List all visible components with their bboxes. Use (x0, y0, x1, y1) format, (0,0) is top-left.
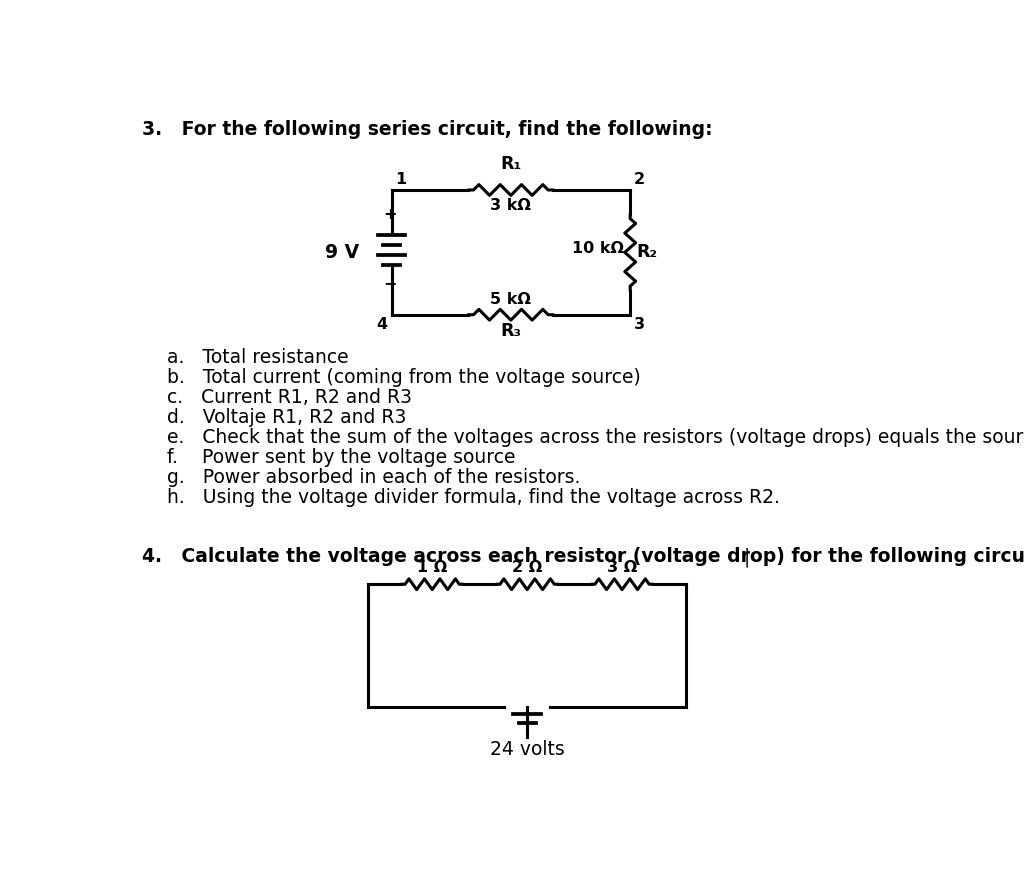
Text: b.   Total current (coming from the voltage source): b. Total current (coming from the voltag… (167, 368, 640, 387)
Text: 10 kΩ: 10 kΩ (571, 241, 624, 256)
Text: 2: 2 (634, 172, 645, 187)
Text: +: + (383, 206, 396, 221)
Text: 4.   Calculate the voltage across each resistor (voltage drop) for the following: 4. Calculate the voltage across each res… (142, 547, 1024, 566)
Text: c.   Current R1, R2 and R3: c. Current R1, R2 and R3 (167, 388, 412, 407)
Text: g.   Power absorbed in each of the resistors.: g. Power absorbed in each of the resisto… (167, 468, 581, 487)
Text: |: | (744, 547, 751, 567)
Text: d.   Voltaje R1, R2 and R3: d. Voltaje R1, R2 and R3 (167, 408, 407, 427)
Text: 1: 1 (395, 172, 407, 187)
Text: a.   Total resistance: a. Total resistance (167, 348, 348, 367)
Text: 1 Ω: 1 Ω (417, 560, 447, 575)
Text: 5 kΩ: 5 kΩ (490, 292, 531, 307)
Text: e.   Check that the sum of the voltages across the resistors (voltage drops) equ: e. Check that the sum of the voltages ac… (167, 428, 1024, 447)
Text: R₁: R₁ (501, 155, 521, 173)
Text: 24 volts: 24 volts (489, 739, 564, 759)
Text: −: − (383, 276, 396, 291)
Text: 3 kΩ: 3 kΩ (490, 198, 531, 213)
Text: f.    Power sent by the voltage source: f. Power sent by the voltage source (167, 448, 515, 467)
Text: 2 Ω: 2 Ω (512, 560, 543, 575)
Text: R₂: R₂ (636, 243, 657, 261)
Text: 3.   For the following series circuit, find the following:: 3. For the following series circuit, fin… (142, 120, 713, 138)
Text: 3: 3 (634, 317, 645, 332)
Text: 9 V: 9 V (325, 243, 359, 262)
Text: h.   Using the voltage divider formula, find the voltage across R2.: h. Using the voltage divider formula, fi… (167, 488, 779, 507)
Text: 4: 4 (377, 317, 388, 332)
Text: 3 Ω: 3 Ω (607, 560, 637, 575)
Text: R₃: R₃ (501, 322, 521, 341)
